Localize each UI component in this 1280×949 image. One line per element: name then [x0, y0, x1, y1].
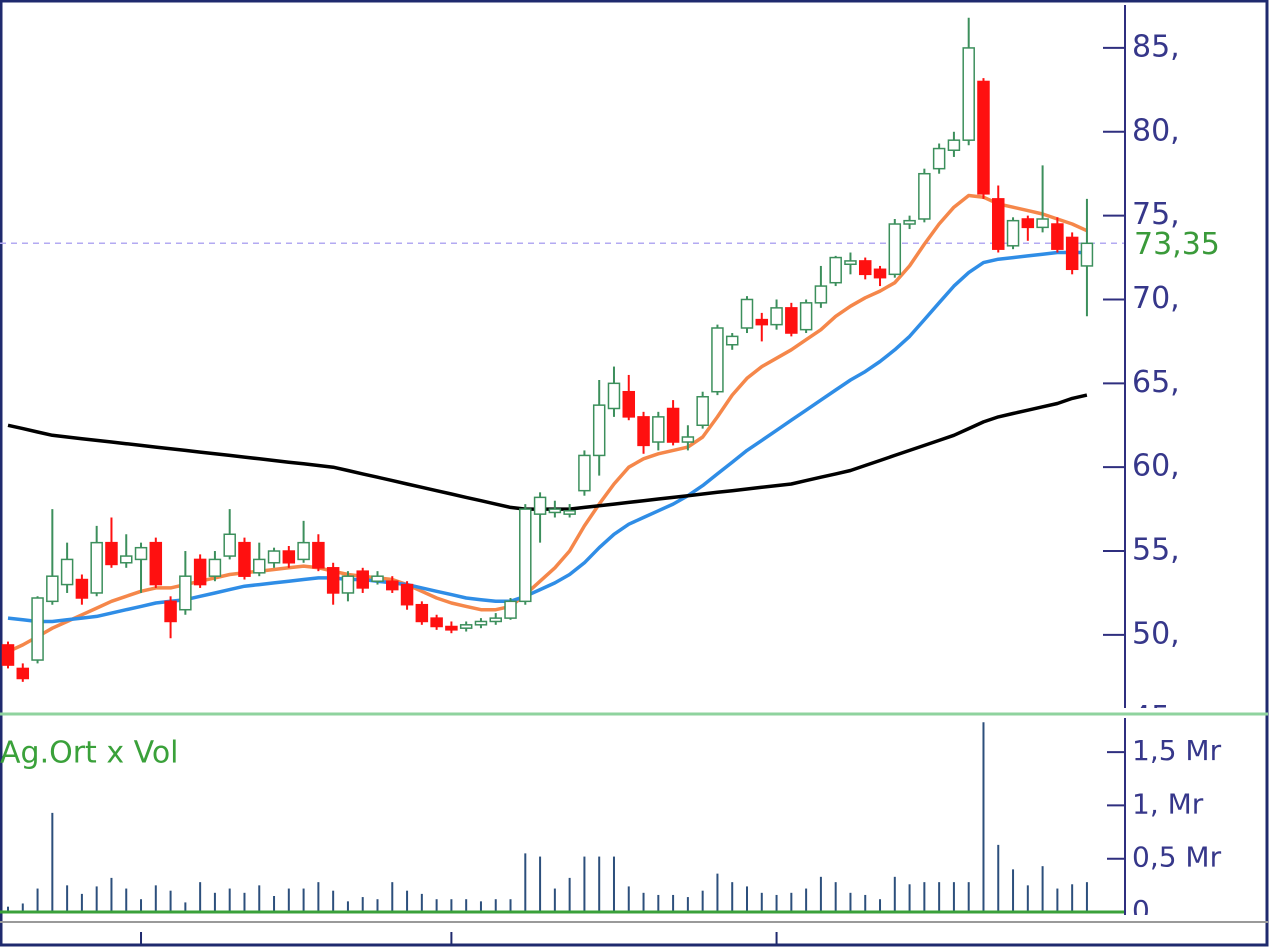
candle-body	[844, 260, 857, 266]
candle-body	[371, 575, 384, 582]
candle-body	[445, 625, 458, 631]
candle-body	[208, 558, 222, 577]
candle-body	[60, 558, 74, 586]
candle-body	[119, 555, 133, 564]
price-panel: 45, 50, 55, 60, 65, 70, 75, 80, 85,	[0, 17, 1180, 735]
candle-body	[1021, 218, 1035, 229]
candle-body	[888, 223, 902, 276]
candle-body	[725, 335, 739, 346]
candle-body	[297, 541, 310, 561]
candle-body	[326, 567, 340, 594]
candle-body	[785, 307, 798, 334]
candle-body	[666, 407, 680, 443]
moving-average	[7, 393, 1088, 511]
y-tick-label: 55,	[1132, 533, 1180, 568]
y-tick-label: 60,	[1132, 449, 1180, 484]
candle-body	[253, 558, 266, 574]
candle-body	[681, 436, 695, 443]
candle-body	[193, 558, 207, 586]
candle-body	[1006, 219, 1020, 247]
y-tick-label: 70,	[1132, 281, 1180, 316]
candle-body	[918, 172, 931, 220]
candle-body	[90, 541, 103, 594]
candle-body	[31, 597, 44, 661]
candle-body	[962, 47, 975, 141]
y-tick-label: 0	[1132, 894, 1150, 927]
candle-body	[504, 600, 517, 619]
candle-body	[932, 147, 946, 170]
candle-body	[814, 285, 828, 304]
candle-body	[474, 620, 488, 626]
candle-body	[829, 256, 842, 284]
volume-panel: 0 0,5 Mr 1, Mr 1,5 Mr	[0, 722, 1222, 927]
candle-body	[858, 260, 872, 276]
candle-body	[607, 382, 621, 410]
candle-body	[578, 454, 591, 492]
candle-body	[282, 550, 296, 564]
y-tick-label: 80,	[1132, 113, 1180, 148]
y-tick-label: 1,5 Mr	[1132, 734, 1222, 767]
candle-body	[799, 302, 813, 331]
candle-body	[637, 416, 650, 447]
y-tick-label: 85,	[1132, 29, 1180, 64]
candle-body	[164, 600, 177, 623]
y-tick-label: 1, Mr	[1132, 787, 1204, 820]
candle-body	[386, 580, 399, 591]
candle-body	[873, 268, 887, 279]
candle-body	[622, 390, 636, 418]
candle-body	[459, 624, 473, 629]
y-tick-label: 45,	[1132, 700, 1180, 735]
y-tick-label: 50,	[1132, 616, 1180, 651]
candle-body	[548, 508, 562, 514]
candle-body	[533, 496, 547, 515]
candle-body	[519, 508, 532, 603]
candle-body	[223, 533, 236, 557]
candle-body	[977, 80, 990, 195]
candle-body	[1, 644, 15, 666]
candle-body	[400, 583, 414, 606]
candle-body	[1036, 218, 1049, 229]
candle-body	[947, 139, 961, 151]
candle-body	[1065, 236, 1079, 271]
candle-body	[415, 603, 429, 623]
candle-body	[1080, 242, 1094, 267]
candle-body	[238, 541, 251, 577]
candle-body	[696, 395, 709, 427]
candle-body	[489, 617, 502, 623]
candle-body	[356, 570, 369, 589]
candle-body	[563, 510, 576, 515]
axes: 73,35	[140, 5, 1220, 944]
candle-body	[341, 575, 355, 594]
candle-body	[179, 575, 192, 611]
y-tick-label: 0,5 Mr	[1132, 841, 1222, 874]
last-price-label: 73,35	[1134, 227, 1220, 262]
candle-body	[149, 541, 163, 586]
candle-body	[46, 575, 59, 603]
candle-body	[711, 327, 724, 393]
candle-body	[592, 404, 606, 457]
candle-body	[105, 541, 118, 566]
candle-body	[992, 198, 1005, 250]
candle-body	[430, 617, 443, 628]
candle-body	[16, 667, 30, 680]
panel-title: Ag.Ort x Vol	[0, 736, 179, 771]
y-tick-label: 75,	[1132, 197, 1180, 232]
candle-body	[652, 416, 665, 443]
candle-body	[1051, 223, 1064, 250]
y-tick-label: 65,	[1132, 365, 1180, 400]
candle-body	[755, 318, 769, 326]
candle-body	[770, 307, 783, 326]
candle-body	[75, 578, 89, 599]
candle-body	[267, 550, 281, 564]
candle-body	[312, 541, 325, 569]
candle-body	[903, 219, 916, 225]
candle-body	[740, 298, 754, 329]
candle-body	[134, 546, 148, 561]
